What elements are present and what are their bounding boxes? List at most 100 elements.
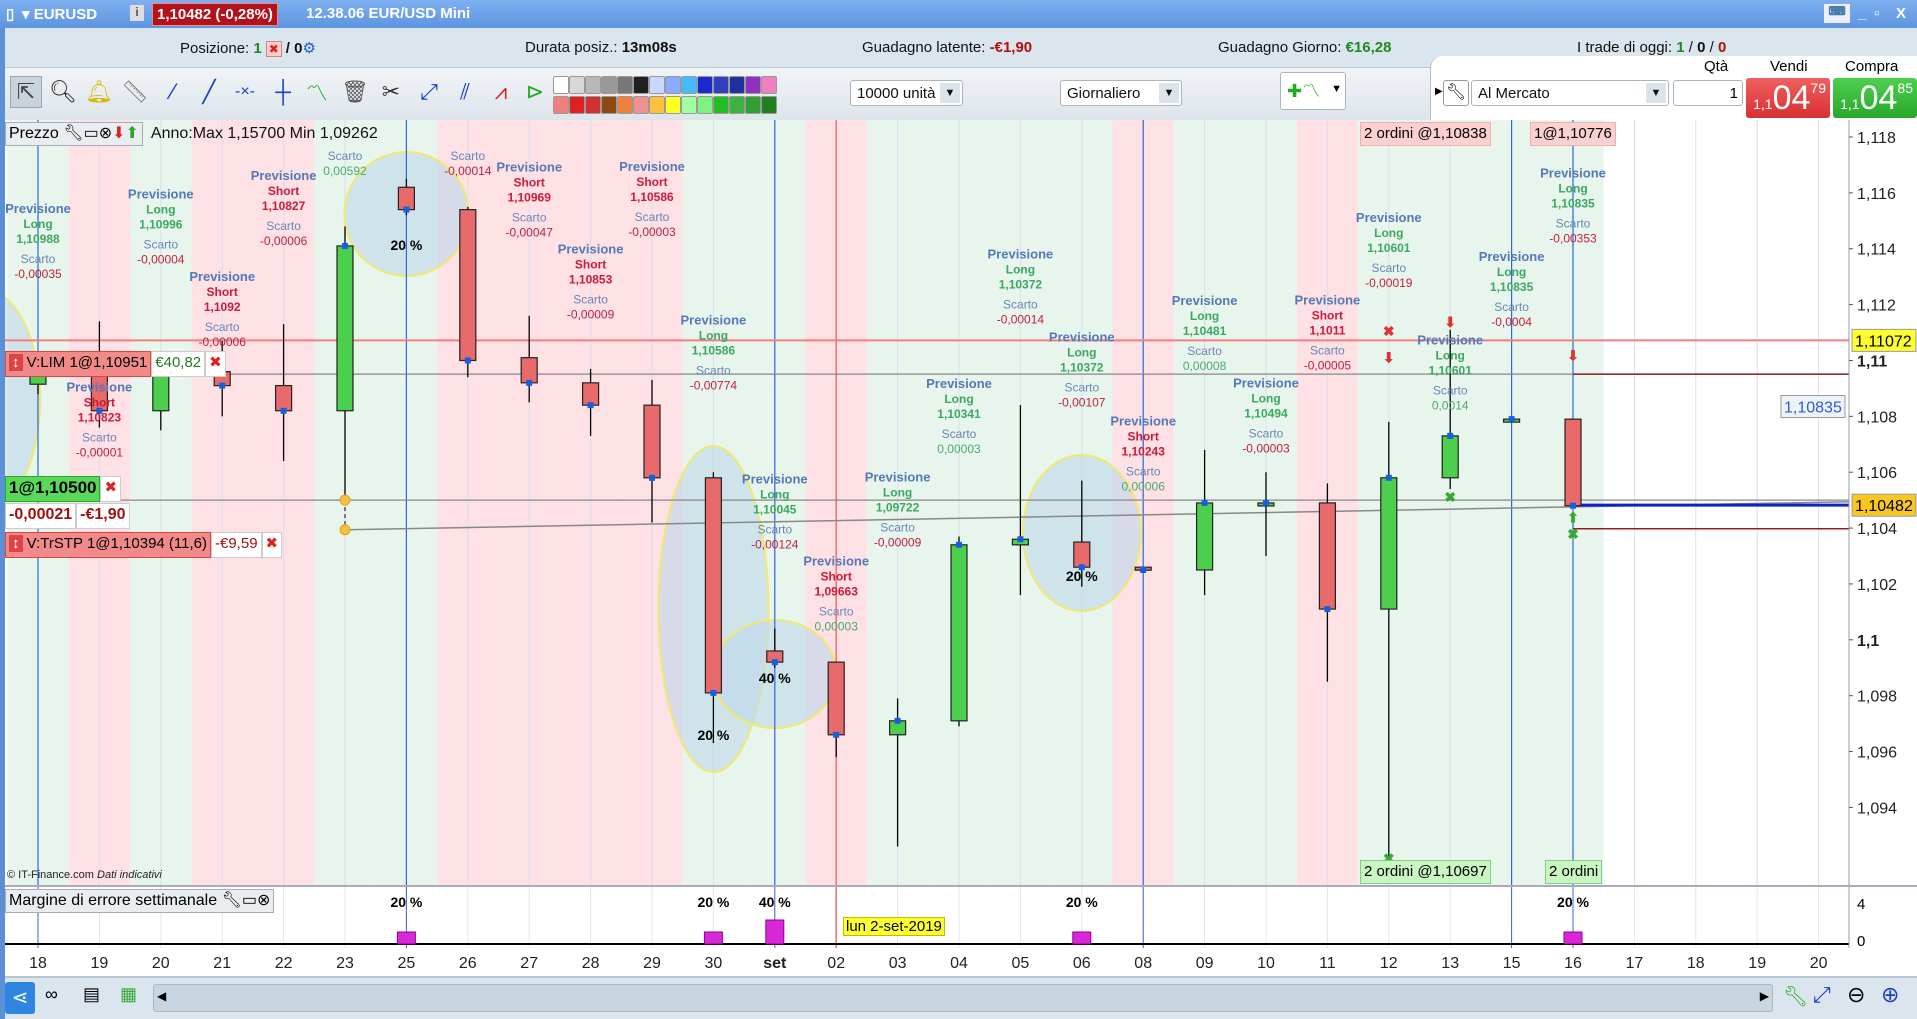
- zoom-out-icon[interactable]: ⊖: [1847, 982, 1866, 1007]
- sell-button[interactable]: 1,10479: [1746, 78, 1830, 118]
- drag-handle-icon[interactable]: ↕: [9, 535, 23, 552]
- limit-order-tag[interactable]: ↕ V:LIM 1@1,10951: [5, 351, 152, 377]
- color-swatch[interactable]: [601, 76, 617, 94]
- candle-bearish[interactable]: [459, 209, 477, 362]
- close-position-icon[interactable]: ✖: [265, 41, 282, 57]
- move-up-icon[interactable]: ⬆: [125, 125, 139, 142]
- pending-orders-tag[interactable]: 1@1,10776: [1530, 122, 1616, 146]
- gear-icon[interactable]: ⚙: [302, 40, 316, 57]
- error-margin-bar[interactable]: [1563, 931, 1583, 945]
- minimize-button[interactable]: _: [1858, 5, 1867, 22]
- error-margin-bar[interactable]: [765, 919, 785, 945]
- scroll-left-icon[interactable]: ◀: [157, 989, 167, 1003]
- scroll-right-icon[interactable]: ▶: [1759, 989, 1769, 1003]
- close-icon[interactable]: ⊗: [98, 125, 113, 142]
- report-icon[interactable]: ▤: [83, 984, 101, 1004]
- drag-point[interactable]: [339, 524, 351, 536]
- candlestick-icon[interactable]: ▯: [6, 6, 15, 23]
- zoom-in-icon[interactable]: ⊕: [1881, 982, 1900, 1007]
- symbol-dropdown[interactable]: ▾ EURUSD: [22, 6, 98, 23]
- color-swatch[interactable]: [681, 76, 697, 94]
- error-margin-bar[interactable]: [1072, 931, 1092, 945]
- position-tag[interactable]: 1@1,10500: [5, 476, 101, 502]
- color-swatch[interactable]: [713, 96, 729, 114]
- tools-icon[interactable]: ✂: [381, 79, 401, 104]
- keyboard-icon[interactable]: ⌨: [1824, 4, 1850, 23]
- cancel-limit-order-icon[interactable]: ✖: [205, 351, 226, 377]
- buy-button[interactable]: 1,10485: [1833, 78, 1917, 118]
- wrench-icon[interactable]: 🔧︎: [221, 892, 242, 909]
- drag-handle-icon[interactable]: ↕: [9, 354, 23, 371]
- color-swatch[interactable]: [617, 96, 633, 114]
- color-swatch[interactable]: [665, 96, 681, 114]
- vertical-line-icon[interactable]: ┼: [275, 79, 291, 104]
- candle-bearish[interactable]: [643, 404, 661, 479]
- color-swatch[interactable]: [553, 96, 569, 114]
- order-type-select[interactable]: Al Mercato ▼: [1471, 80, 1669, 106]
- close-button[interactable]: X: [1896, 5, 1907, 22]
- cancel-trailing-stop-icon[interactable]: ✖: [261, 532, 283, 558]
- candle-bullish[interactable]: [950, 544, 968, 722]
- candle-bearish[interactable]: [1318, 502, 1337, 610]
- expand-arrow-icon[interactable]: ▶: [1435, 86, 1443, 97]
- color-swatch[interactable]: [649, 96, 665, 114]
- wrench-icon[interactable]: 🔧︎: [63, 125, 84, 142]
- candle-bullish[interactable]: [1380, 477, 1398, 610]
- color-swatch[interactable]: [601, 96, 617, 114]
- line-tool-icon[interactable]: ╱: [202, 79, 216, 104]
- wrench-icon[interactable]: 🔧︎: [1443, 80, 1469, 106]
- color-swatch[interactable]: [745, 96, 761, 114]
- drag-point[interactable]: [339, 494, 351, 506]
- color-swatch[interactable]: [585, 96, 601, 114]
- color-swatch[interactable]: [681, 96, 697, 114]
- error-margin-bar[interactable]: [396, 931, 416, 945]
- price-chart[interactable]: 20 % 20 % 40 % 20 % ⬇ ✖ ⬇ ✖ ⬇ ⬆ ✖ ✖ Previsione Long 1,…: [5, 120, 1917, 885]
- candle-bearish[interactable]: [1564, 418, 1582, 507]
- price-chart-canvas[interactable]: 20 %20 %40 %20 %⬇✖⬇✖⬇⬆✖✖PrevisioneLong1,…: [5, 120, 1917, 885]
- color-swatch[interactable]: [553, 76, 569, 94]
- auto-zoom-icon[interactable]: ⤢: [1813, 982, 1831, 1007]
- candle-bullish[interactable]: [152, 371, 170, 412]
- color-swatch[interactable]: [569, 76, 585, 94]
- trailing-stop-tag[interactable]: ↕ V:TrSTP 1@1,10394 (11,6): [5, 532, 211, 558]
- color-swatch[interactable]: [633, 76, 649, 94]
- color-swatch[interactable]: [745, 76, 761, 94]
- chart-settings-icon[interactable]: 🔧︎: [1783, 986, 1809, 1008]
- error-margin-bar[interactable]: [703, 931, 723, 945]
- candle-bearish[interactable]: [275, 385, 293, 412]
- color-swatch[interactable]: [585, 76, 601, 94]
- color-swatch[interactable]: [633, 96, 649, 114]
- alert-bell-icon[interactable]: 🔔︎: [85, 79, 113, 104]
- pending-orders-tag[interactable]: 2 ordini @1,10838: [1360, 122, 1491, 146]
- candle-bearish[interactable]: [704, 477, 723, 694]
- fibonacci-icon[interactable]: ⩘: [494, 79, 508, 104]
- color-swatch[interactable]: [729, 76, 745, 94]
- trendline-icon[interactable]: 〽: [305, 81, 328, 106]
- candle-bearish[interactable]: [520, 357, 538, 384]
- trash-icon[interactable]: 🗑︎: [341, 79, 369, 104]
- channel-icon[interactable]: ⤢: [420, 79, 438, 104]
- close-icon[interactable]: ⊗: [256, 892, 271, 909]
- candle-bearish[interactable]: [827, 661, 845, 736]
- color-swatch[interactable]: [665, 76, 681, 94]
- horizontal-line-icon[interactable]: -×-: [235, 83, 255, 100]
- parallel-lines-icon[interactable]: ⫽: [460, 79, 470, 104]
- color-swatch[interactable]: [649, 76, 665, 94]
- segment-tool-icon[interactable]: ⁄: [171, 79, 175, 104]
- color-swatch[interactable]: [761, 96, 777, 114]
- link-icon[interactable]: ∞: [45, 984, 58, 1004]
- pointer-tool-icon[interactable]: ⇱: [10, 76, 42, 108]
- color-swatch[interactable]: [697, 96, 713, 114]
- color-swatch[interactable]: [713, 76, 729, 94]
- date-axis[interactable]: 18 19 20 21 22 23 25 26 27 28 29 30 set 02 03 04 05 06 08 0…: [5, 948, 1917, 978]
- ruler-icon[interactable]: 📏︎: [121, 79, 149, 104]
- qty-input[interactable]: [1673, 80, 1743, 106]
- restore-button[interactable]: ▫: [1874, 5, 1880, 22]
- timeframe-select[interactable]: Giornaliero ▼: [1060, 80, 1182, 106]
- triangle-pattern-icon[interactable]: ⊳: [525, 79, 545, 104]
- quantity-select[interactable]: 10000 unità ▼: [850, 80, 963, 106]
- pending-orders-tag[interactable]: 2 ordini: [1545, 860, 1603, 884]
- candle-bearish[interactable]: [581, 382, 600, 406]
- color-swatch[interactable]: [729, 96, 745, 114]
- color-swatch[interactable]: [617, 76, 633, 94]
